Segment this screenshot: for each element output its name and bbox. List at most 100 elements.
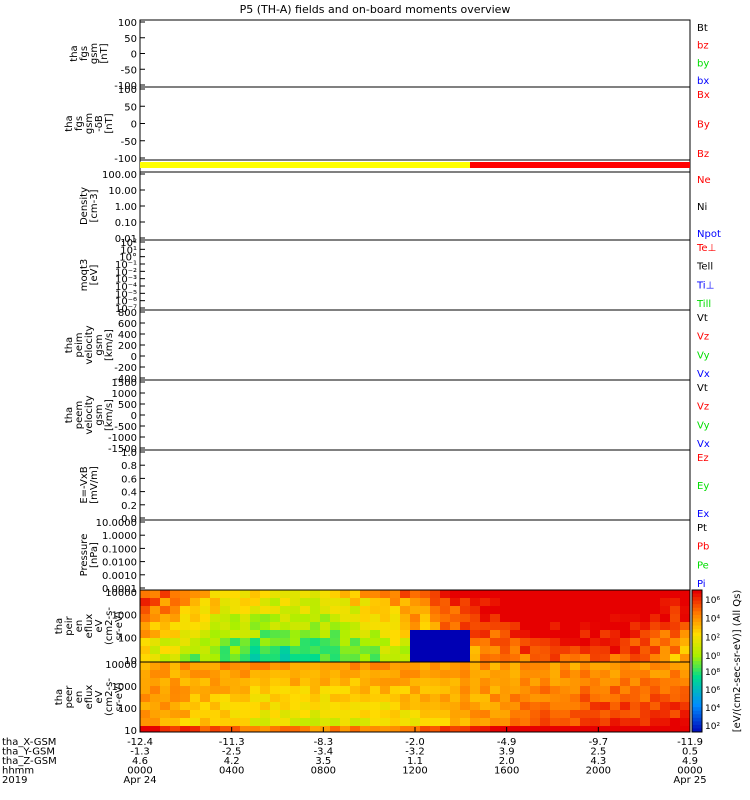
- spectrogram-cell: [650, 654, 660, 662]
- spectrogram-cell: [300, 638, 310, 646]
- colorbar-swatch: [692, 696, 702, 701]
- y-axis-label: tha: [64, 337, 75, 353]
- spectrogram-cell: [550, 590, 560, 598]
- spectrogram-cell: [670, 726, 680, 732]
- y-tick-label: 10: [124, 656, 137, 667]
- spectrogram-cell: [570, 670, 580, 678]
- spectrogram-cell: [440, 590, 450, 598]
- spectrogram-cell: [190, 630, 200, 638]
- spectrogram-cell: [380, 630, 390, 638]
- spectrogram-cell: [360, 590, 370, 598]
- y-axis-label: moqt3: [79, 259, 90, 292]
- spectrogram-cell: [310, 630, 320, 638]
- spectrogram-cell: [620, 630, 630, 638]
- spectrogram-cell: [330, 598, 340, 606]
- y-axis-label: -δB: [94, 115, 105, 132]
- spectrogram-cell: [620, 614, 630, 622]
- spectrogram-cell: [320, 622, 330, 630]
- spectrogram-cell: [460, 622, 470, 630]
- spectrogram-cell: [570, 646, 580, 654]
- spectrogram-cell: [340, 670, 350, 678]
- spectrogram-cell: [280, 598, 290, 606]
- xaxis-value: 4.2: [224, 756, 240, 767]
- spectrogram-cell: [420, 622, 430, 630]
- spectrogram-cell: [670, 638, 680, 646]
- y-tick-label: 0.8: [121, 461, 137, 472]
- spectrogram-cell: [350, 686, 360, 694]
- spectrogram-cell: [590, 646, 600, 654]
- spectrogram-cell: [370, 606, 380, 614]
- spectrogram-cell: [550, 718, 560, 726]
- spectrogram-cell: [140, 598, 150, 606]
- spectrogram-cell: [640, 630, 650, 638]
- spectrogram-cell: [610, 646, 620, 654]
- spectrogram-cell: [280, 638, 290, 646]
- legend-entry: Vx: [697, 369, 710, 380]
- y-tick-label: 10⁻⁷: [115, 304, 137, 315]
- y-tick-label: 800: [118, 308, 137, 319]
- spectrogram-cell: [460, 702, 470, 710]
- spectrogram-cell: [510, 670, 520, 678]
- spectrogram-cell: [440, 686, 450, 694]
- spectrogram-cell: [380, 694, 390, 702]
- spectrogram-cell: [290, 718, 300, 726]
- spectrogram-cell: [190, 662, 200, 670]
- spectrogram-cell: [260, 654, 270, 662]
- colorbar-swatch: [692, 653, 702, 658]
- y-tick-label: -400: [114, 374, 137, 385]
- spectrogram-cell: [170, 638, 180, 646]
- spectrogram-cell: [490, 630, 500, 638]
- spectrogram-cell: [570, 638, 580, 646]
- spectrogram-cell: [680, 670, 690, 678]
- spectrogram-cell: [680, 710, 690, 718]
- spectrogram-cell: [230, 726, 240, 732]
- spectrogram-cell: [460, 670, 470, 678]
- spectrogram-cell: [280, 678, 290, 686]
- spectrogram-cell: [660, 726, 670, 732]
- spectrogram-cell: [680, 678, 690, 686]
- spectrogram-cell: [260, 694, 270, 702]
- spectrogram-cell: [550, 710, 560, 718]
- spectrogram-cell: [540, 630, 550, 638]
- spectrogram-cell: [300, 662, 310, 670]
- spectrogram-cell: [380, 614, 390, 622]
- spectrogram-cell: [270, 718, 280, 726]
- spectrogram-cell: [170, 702, 180, 710]
- spectrogram-cell: [670, 654, 680, 662]
- legend-entry: Vx: [697, 439, 710, 450]
- spectrogram-cell: [620, 670, 630, 678]
- spectrogram-cell: [370, 710, 380, 718]
- spectrogram-cell: [320, 710, 330, 718]
- spectrogram-cell: [630, 606, 640, 614]
- spectrogram-cell: [590, 590, 600, 598]
- spectrogram-cell: [180, 718, 190, 726]
- spectrogram-cell: [300, 598, 310, 606]
- spectrogram-cell: [140, 646, 150, 654]
- spectrogram-cell: [550, 622, 560, 630]
- y-tick-label: 0: [131, 120, 137, 131]
- spectrogram-cell: [660, 654, 670, 662]
- spectrogram-cell: [160, 654, 170, 662]
- spectrogram-cell: [140, 694, 150, 702]
- spectrogram-cell: [510, 718, 520, 726]
- spectrogram-cell: [670, 694, 680, 702]
- spectrogram-cell: [660, 614, 670, 622]
- spectrogram-cell: [620, 622, 630, 630]
- spectrogram-cell: [250, 606, 260, 614]
- y-tick-label: 10⁻⁵: [115, 289, 137, 300]
- panel-frame-7: [139, 449, 691, 521]
- spectrogram-cell: [410, 694, 420, 702]
- y-axis-label: peem: [74, 401, 85, 429]
- y-axis-label: en: [74, 691, 85, 704]
- spectrogram-cell: [550, 694, 560, 702]
- spectrogram-cell: [190, 654, 200, 662]
- spectrogram-cell: [470, 606, 480, 614]
- spectrogram-cell: [540, 710, 550, 718]
- spectrogram-cell: [660, 646, 670, 654]
- spectrogram-cell: [630, 590, 640, 598]
- spectrogram-cell: [240, 718, 250, 726]
- spectrogram-cell: [610, 694, 620, 702]
- colorbar-tick-bottom: 10⁴: [705, 704, 720, 714]
- spectrogram-cell: [470, 718, 480, 726]
- y-axis-label: peir: [64, 615, 75, 635]
